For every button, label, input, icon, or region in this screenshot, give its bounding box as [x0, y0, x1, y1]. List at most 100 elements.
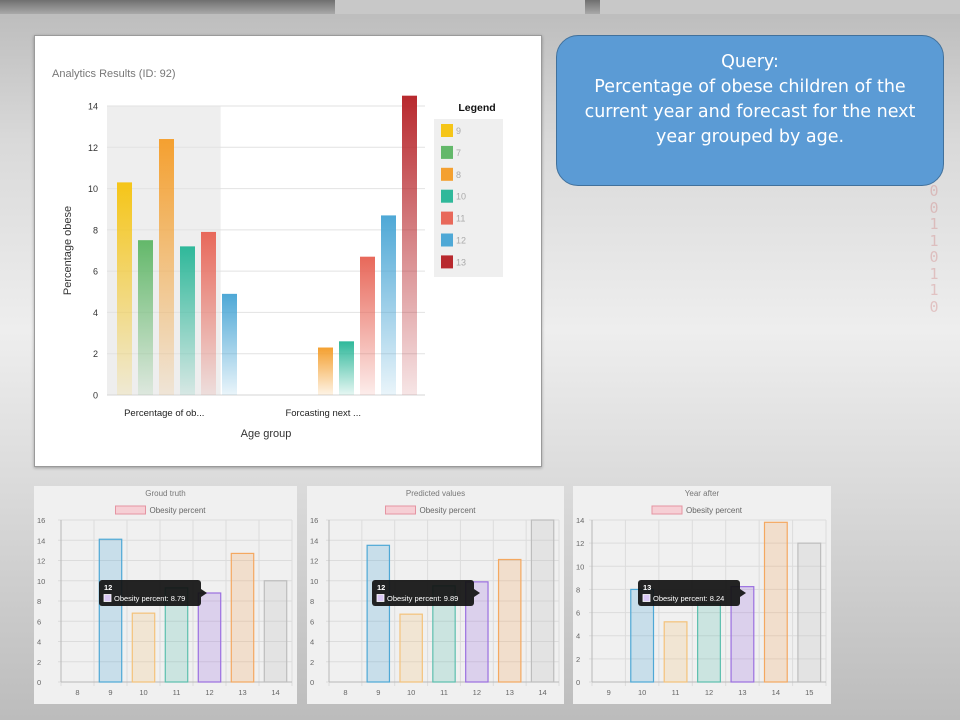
bar-age-10: [399, 613, 423, 683]
main-chart-title: Analytics Results (ID: 92): [52, 68, 176, 80]
bar-age-9: [366, 544, 391, 683]
legend-swatch-10: [441, 189, 453, 203]
x-tick-label: 14: [538, 688, 546, 697]
bar-8: [318, 347, 333, 395]
bar-age-13: [497, 558, 522, 683]
x-tick-label: 14: [772, 688, 780, 697]
x-tick-label: 8: [75, 688, 79, 697]
binary-digit: 0: [929, 198, 939, 217]
bar-12: [381, 215, 396, 395]
y-tick-label: 0: [93, 391, 98, 401]
y-tick-label: 4: [93, 308, 98, 318]
tooltip-swatch: [376, 594, 385, 602]
y-tick-label: 10: [88, 184, 98, 194]
y-tick-label: 2: [93, 349, 98, 359]
x-tick-label: 15: [805, 688, 813, 697]
x-tick-label: 12: [205, 688, 213, 697]
y-tick-label: 4: [576, 632, 580, 641]
bar-8: [159, 139, 174, 395]
y-tick-label: 12: [310, 557, 318, 566]
main-bar-chart: 0 2 4 6 8 10 12 14 Percentage of ob... Forcasting…: [62, 95, 503, 440]
query-line: year grouped by age.: [655, 127, 845, 147]
x-tick-label: Forcasting next ...: [285, 408, 361, 419]
legend-swatch: [115, 505, 146, 515]
query-line: Percentage of obese children of the: [594, 77, 906, 97]
y-tick-label: 10: [37, 577, 45, 586]
y-tick-label: 12: [88, 143, 98, 153]
x-tick-label: 10: [638, 688, 646, 697]
legend-label: 11: [456, 214, 465, 224]
legend-swatch-12: [441, 233, 453, 247]
x-tick-label: 9: [376, 688, 380, 697]
y-tick-label: 14: [310, 536, 318, 545]
x-tick-label: 10: [407, 688, 415, 697]
bar-13: [402, 95, 417, 395]
bar-7: [138, 240, 153, 395]
bar-age-9: [98, 538, 123, 683]
x-tick-label: 10: [139, 688, 147, 697]
bar-age-11: [663, 621, 688, 683]
x-tick-label: 11: [173, 688, 181, 697]
bar-12: [222, 293, 237, 395]
x-tick-label: 11: [440, 688, 448, 697]
mini-chart-title: Groud truth: [145, 489, 185, 498]
y-tick-label: 8: [576, 585, 580, 594]
tooltip-pointer: [201, 589, 207, 597]
legend-label: 9: [456, 126, 461, 136]
y-tick-label: 6: [310, 617, 314, 626]
y-axis-label: Percentage obese: [62, 206, 74, 295]
legend-label: Obesity percent: [686, 506, 743, 515]
legend-swatch-11: [441, 211, 453, 225]
legend-swatch-13: [441, 255, 453, 269]
y-tick-label: 10: [310, 577, 318, 586]
binary-digit: 1: [929, 281, 939, 299]
x-tick-label: 8: [343, 688, 347, 697]
y-tick-label: 8: [93, 225, 98, 235]
mini-chart-title: Year after: [685, 489, 720, 498]
legend-label: 8: [456, 170, 461, 180]
predicted-values-chart: Predicted values Obesity percent 0 2 4 6 8 10 12…: [307, 486, 564, 704]
y-tick-label: 8: [37, 597, 41, 606]
x-tick-label: Percentage of ob...: [124, 408, 204, 419]
bar-age-14: [530, 519, 555, 683]
bar-age-14: [263, 580, 288, 683]
bar-10: [180, 246, 195, 395]
binary-digit: 0: [929, 297, 939, 316]
binary-digit: 0: [929, 248, 939, 266]
bar-10: [339, 341, 354, 395]
y-tick-label: 14: [37, 536, 45, 545]
tooltip-pointer: [740, 589, 746, 597]
y-tick-label: 2: [310, 658, 314, 667]
x-tick-label: 9: [108, 688, 112, 697]
y-tick-label: 0: [37, 678, 41, 687]
tooltip-title: 12: [104, 583, 112, 592]
legend-swatch: [385, 505, 416, 515]
x-tick-label: 13: [238, 688, 246, 697]
legend-swatch-9: [441, 124, 453, 137]
bar-11: [201, 231, 216, 395]
y-tick-label: 12: [37, 557, 45, 566]
tooltip-box: [99, 580, 201, 606]
y-tick-label: 4: [310, 638, 314, 647]
ground-truth-chart: Groud truth Obesity percent 0 2 4 6 8 10 12 14 16 8…: [34, 486, 297, 704]
y-tick-label: 2: [37, 658, 41, 667]
y-tick-label: 4: [37, 638, 41, 647]
x-tick-label: 12: [473, 688, 481, 697]
top-decoration-tab: [600, 0, 960, 14]
y-tick-label: 16: [37, 516, 45, 525]
top-decoration-bar: [0, 0, 960, 14]
y-tick-label: 14: [576, 516, 584, 525]
y-tick-label: 2: [576, 655, 580, 664]
x-tick-label: 11: [672, 688, 680, 697]
binary-digit: 1: [929, 231, 939, 250]
legend-label: 10: [456, 192, 466, 202]
y-tick-label: 8: [310, 597, 314, 606]
bar-age-12: [465, 581, 489, 683]
tooltip-label: Obesity percent: 8.79: [114, 594, 185, 603]
legend-swatch: [651, 505, 683, 515]
query-title: Query:: [721, 52, 779, 72]
year-after-card: Year after Obesity percent 0 2 4 6 8 10 12 14 9 10 1…: [573, 486, 831, 704]
legend-label: Obesity percent: [150, 506, 207, 515]
